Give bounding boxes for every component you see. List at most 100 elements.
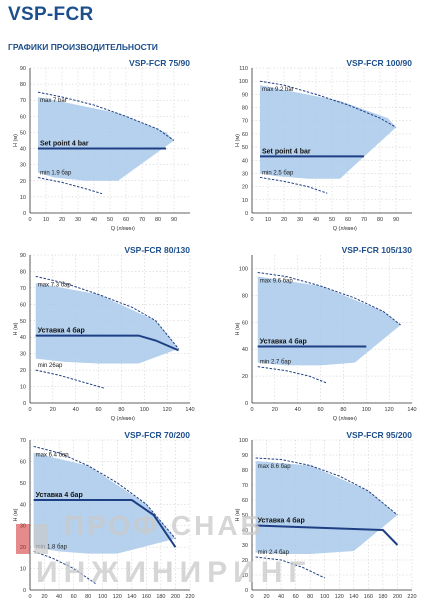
x-tick-label: 40 (91, 217, 97, 223)
min-curve-label: min 1.9 бар (40, 171, 72, 177)
y-tick-label: 0 (245, 211, 248, 217)
max-curve (257, 271, 401, 326)
min-curve (257, 366, 327, 384)
x-tick-label: 10 (43, 217, 49, 223)
x-axis-label: Q (л/мин) (111, 226, 135, 232)
y-tick-label: 60 (242, 320, 248, 326)
y-tick-label: 100 (239, 266, 248, 272)
x-tick-label: 30 (75, 217, 81, 223)
y-tick-label: 60 (242, 498, 248, 504)
y-tick-label: 20 (20, 368, 26, 374)
y-tick-label: 90 (20, 253, 26, 259)
y-tick-label: 60 (20, 114, 26, 120)
x-tick-label: 20 (263, 594, 269, 600)
x-tick-label: 60 (345, 217, 351, 223)
x-tick-label: 80 (377, 217, 383, 223)
y-tick-label: 100 (239, 438, 248, 444)
operating-region (260, 85, 396, 179)
x-tick-label: 0 (28, 407, 31, 413)
chart-5: 0 10 20 30 40 50 60 70 0 20 40 60 80 100 120 140 160 180 2… (13, 430, 195, 600)
y-tick-label: 10 (20, 567, 26, 573)
x-tick-label: 120 (163, 407, 172, 413)
y-tick-label: 70 (242, 483, 248, 489)
y-tick-label: 30 (20, 524, 26, 530)
operating-region (38, 97, 174, 181)
x-tick-label: 140 (349, 594, 358, 600)
x-tick-label: 220 (185, 594, 194, 600)
y-tick-label: 60 (20, 302, 26, 308)
y-tick-label: 0 (23, 588, 26, 594)
page-title: VSP-FCR (8, 4, 94, 25)
x-tick-label: 140 (407, 407, 416, 413)
x-tick-label: 180 (378, 594, 387, 600)
x-tick-label: 60 (318, 407, 324, 413)
x-tick-label: 200 (171, 594, 180, 600)
max-curve-label: max 9.2 bar (262, 87, 294, 93)
x-tick-label: 160 (364, 594, 373, 600)
x-tick-label: 90 (171, 217, 177, 223)
y-tick-label: 80 (20, 82, 26, 88)
x-tick-label: 20 (50, 407, 56, 413)
y-axis-label: H (м) (13, 322, 19, 335)
max-curve-label: max 6.4 бар (36, 452, 70, 458)
x-tick-label: 100 (362, 407, 371, 413)
x-tick-label: 100 (98, 594, 107, 600)
chart-3: 0 10 20 30 40 50 60 70 80 90 0 20 40 60 80 100 120 140 max… (13, 245, 195, 422)
y-axis-label: H (м) (235, 508, 241, 521)
chart-2: 0 10 20 30 40 50 60 70 80 90 100 110 0 10 20 30 40 50 60 70… (235, 58, 412, 232)
x-tick-label: 20 (41, 594, 47, 600)
chart-title: VSP-FCR 105/130 (342, 245, 413, 255)
setpoint-label: Set point 4 bar (40, 141, 89, 148)
y-tick-label: 0 (23, 211, 26, 217)
setpoint-label: Уставка 4 бар (258, 517, 305, 525)
y-tick-label: 90 (242, 453, 248, 459)
y-tick-label: 30 (20, 352, 26, 358)
min-curve-label: min 2.7 бар (260, 360, 292, 366)
y-axis-label: H (м) (13, 134, 19, 147)
x-axis-label: Q (л/мин) (333, 226, 357, 232)
max-curve-label: max 9.6 бар (260, 278, 294, 284)
y-tick-label: 30 (242, 171, 248, 177)
y-tick-label: 70 (20, 286, 26, 292)
x-tick-label: 0 (250, 217, 253, 223)
operating-region (255, 461, 398, 554)
y-tick-label: 80 (242, 106, 248, 112)
x-tick-label: 80 (340, 407, 346, 413)
x-tick-label: 40 (278, 594, 284, 600)
x-tick-label: 60 (293, 594, 299, 600)
x-tick-label: 180 (156, 594, 165, 600)
y-tick-label: 0 (23, 401, 26, 407)
setpoint-label: Уставка 4 бар (260, 337, 307, 345)
x-tick-label: 60 (123, 217, 129, 223)
x-tick-label: 100 (140, 407, 149, 413)
y-tick-label: 50 (20, 319, 26, 325)
x-tick-label: 0 (250, 594, 253, 600)
x-tick-label: 0 (250, 407, 253, 413)
x-tick-label: 140 (185, 407, 194, 413)
x-axis-label: Q (л/мин) (111, 416, 135, 422)
y-tick-label: 0 (245, 401, 248, 407)
x-tick-label: 20 (272, 407, 278, 413)
y-tick-label: 10 (20, 385, 26, 391)
y-tick-label: 70 (242, 119, 248, 125)
x-tick-label: 40 (295, 407, 301, 413)
min-curve (35, 369, 105, 389)
y-tick-label: 60 (20, 459, 26, 465)
min-curve-label: min 1.8 бар (36, 544, 68, 550)
x-tick-label: 50 (107, 217, 113, 223)
y-axis-label: H (м) (13, 508, 19, 521)
y-tick-label: 50 (242, 145, 248, 151)
y-tick-label: 10 (242, 573, 248, 579)
chart-title: VSP-FCR 70/200 (124, 430, 190, 440)
max-curve-label: max 7.3 бар (38, 282, 72, 288)
min-curve (37, 177, 103, 195)
setpoint-label: Уставка 4 бар (38, 327, 85, 335)
min-curve-label: min 2.4 бар (258, 550, 290, 556)
y-tick-label: 20 (20, 179, 26, 185)
chart-title: VSP-FCR 80/130 (124, 245, 190, 255)
x-tick-label: 100 (320, 594, 329, 600)
max-curve (35, 275, 179, 350)
x-tick-label: 0 (28, 594, 31, 600)
setpoint-line (33, 499, 177, 548)
